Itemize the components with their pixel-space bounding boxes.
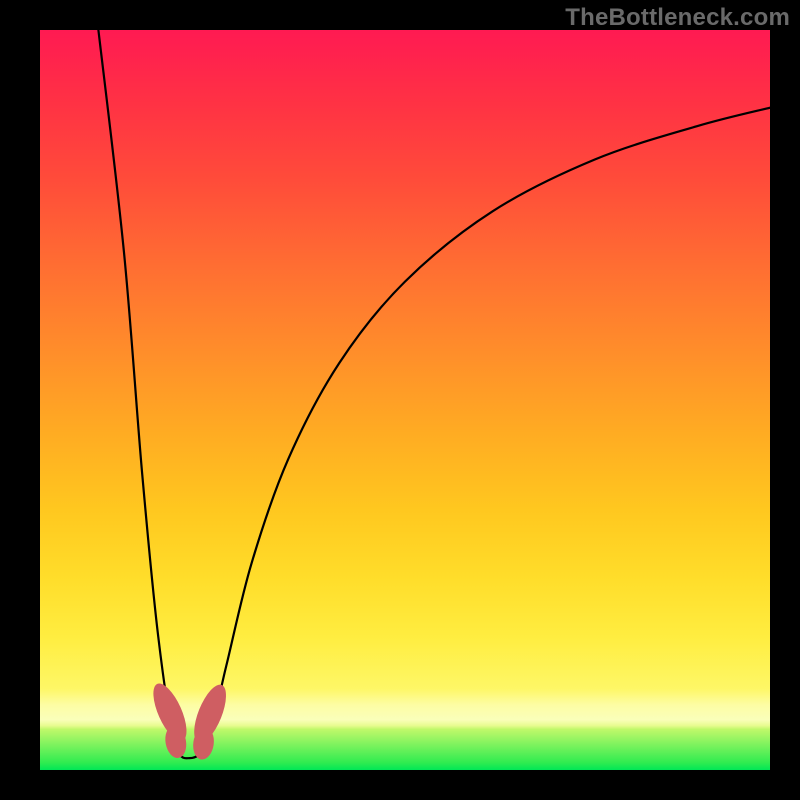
bottleneck-curve-plot: [40, 30, 770, 770]
watermark-text: TheBottleneck.com: [565, 4, 790, 32]
gradient-background: [40, 30, 770, 770]
chart-container: TheBottleneck.com: [0, 0, 800, 800]
